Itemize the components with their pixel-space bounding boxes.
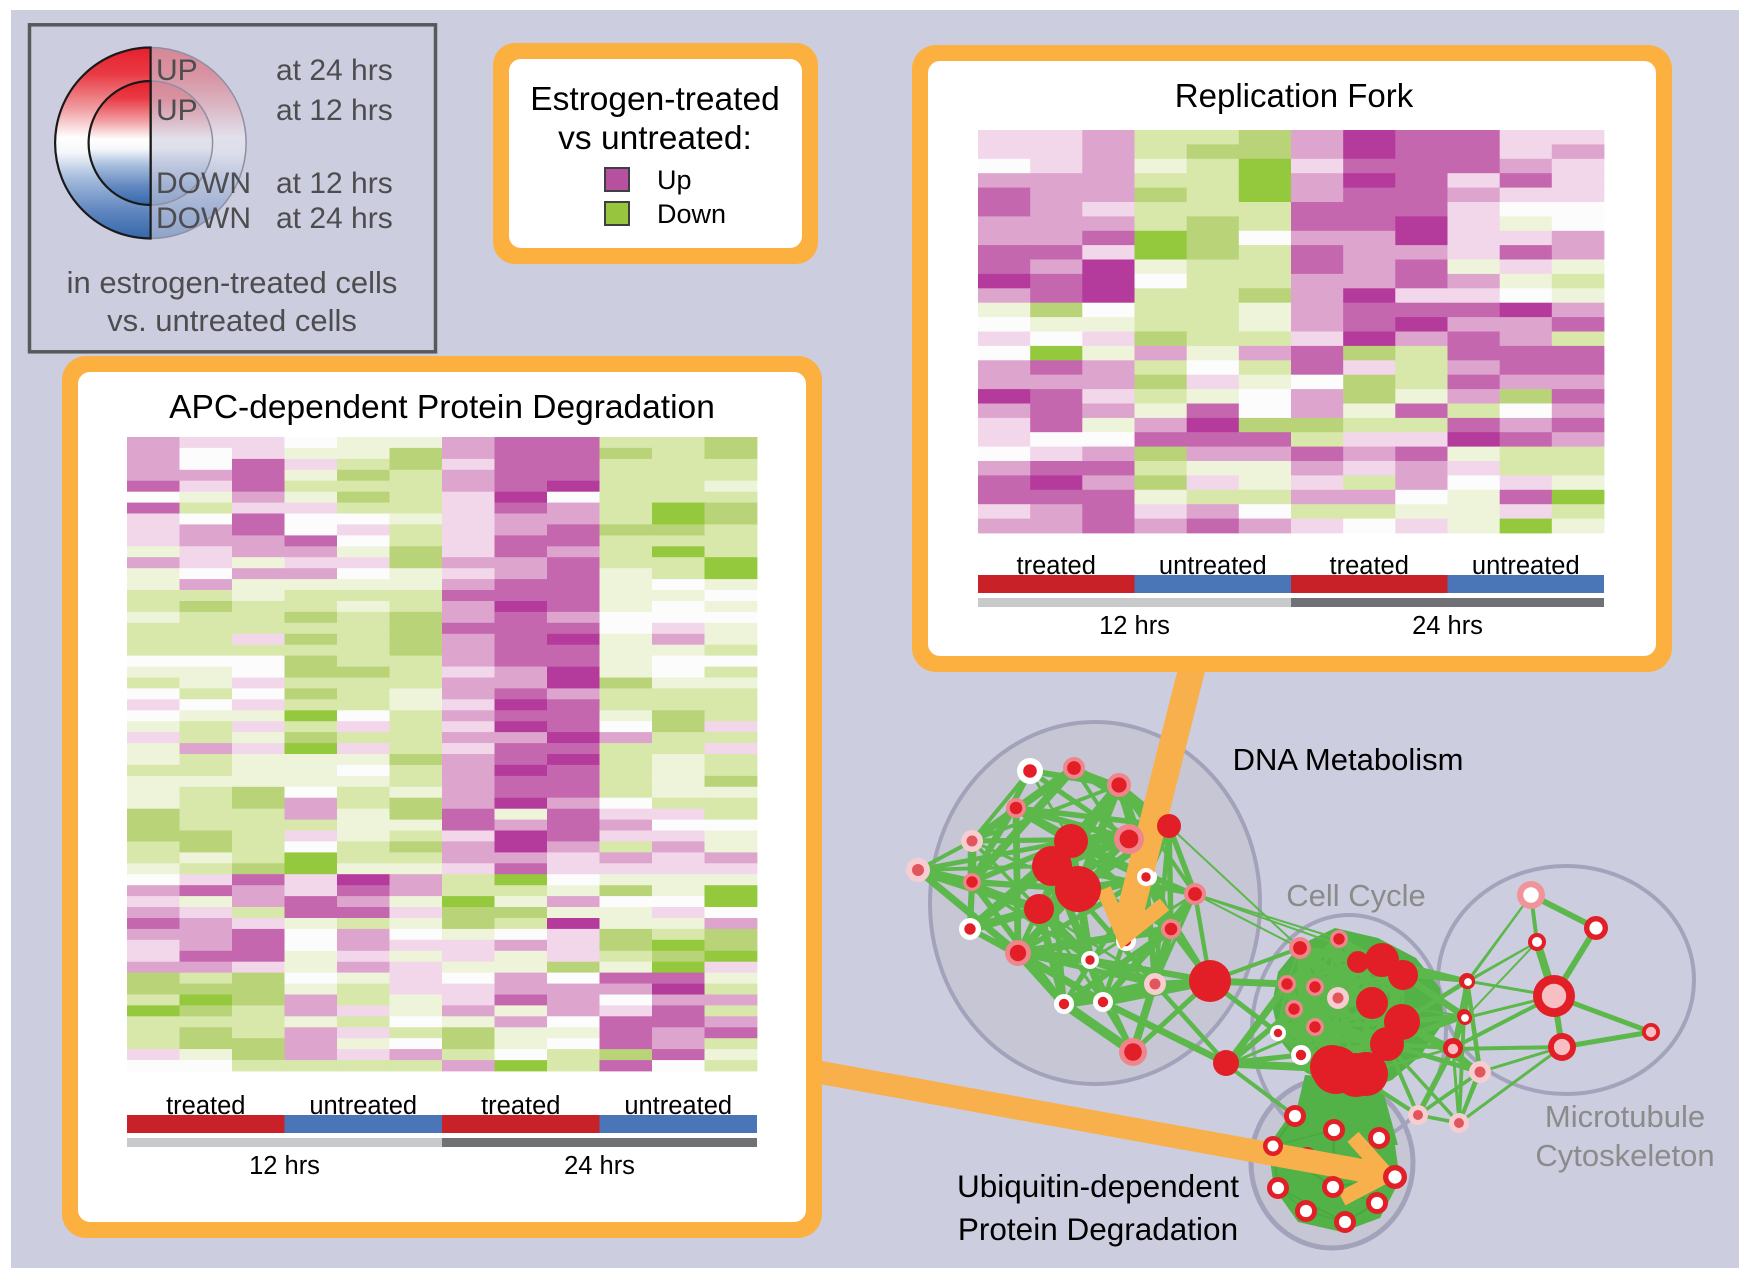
svg-text:treated: treated — [481, 1092, 560, 1120]
svg-text:in estrogen-treated cells: in estrogen-treated cells — [67, 265, 398, 300]
svg-text:at 24 hrs: at 24 hrs — [276, 202, 393, 235]
svg-text:untreated: untreated — [1472, 552, 1580, 580]
svg-text:untreated: untreated — [624, 1092, 732, 1120]
svg-text:vs untreated:: vs untreated: — [558, 120, 752, 157]
svg-text:Up: Up — [657, 165, 692, 195]
svg-text:untreated: untreated — [1159, 552, 1267, 580]
svg-text:Ubiquitin-dependent: Ubiquitin-dependent — [957, 1168, 1239, 1204]
svg-text:treated: treated — [1330, 552, 1409, 580]
svg-text:24 hrs: 24 hrs — [1412, 612, 1483, 640]
svg-text:at 24 hrs: at 24 hrs — [276, 54, 393, 87]
svg-text:treated: treated — [1017, 552, 1096, 580]
svg-text:Microtubule: Microtubule — [1545, 1099, 1705, 1134]
svg-text:Protein Degradation: Protein Degradation — [958, 1211, 1238, 1247]
svg-text:DOWN: DOWN — [156, 202, 251, 235]
svg-text:vs. untreated cells: vs. untreated cells — [107, 303, 357, 338]
svg-text:Down: Down — [657, 199, 726, 229]
svg-text:at 12 hrs: at 12 hrs — [276, 167, 393, 200]
svg-text:Estrogen-treated: Estrogen-treated — [530, 81, 780, 118]
svg-text:DOWN: DOWN — [156, 167, 251, 200]
svg-text:DNA Metabolism: DNA Metabolism — [1233, 742, 1464, 777]
svg-text:at 12 hrs: at 12 hrs — [276, 94, 393, 127]
svg-text:24 hrs: 24 hrs — [564, 1152, 635, 1180]
svg-text:UP: UP — [156, 94, 198, 127]
svg-text:UP: UP — [156, 54, 198, 87]
svg-text:Replication Fork: Replication Fork — [1175, 77, 1414, 114]
svg-text:Cytoskeleton: Cytoskeleton — [1535, 1138, 1714, 1173]
svg-text:APC-dependent Protein Degradat: APC-dependent Protein Degradation — [169, 389, 715, 426]
svg-text:12 hrs: 12 hrs — [249, 1152, 320, 1180]
svg-text:treated: treated — [166, 1092, 245, 1120]
svg-text:Cell Cycle: Cell Cycle — [1286, 878, 1426, 913]
svg-text:untreated: untreated — [309, 1092, 417, 1120]
svg-text:12 hrs: 12 hrs — [1099, 612, 1170, 640]
